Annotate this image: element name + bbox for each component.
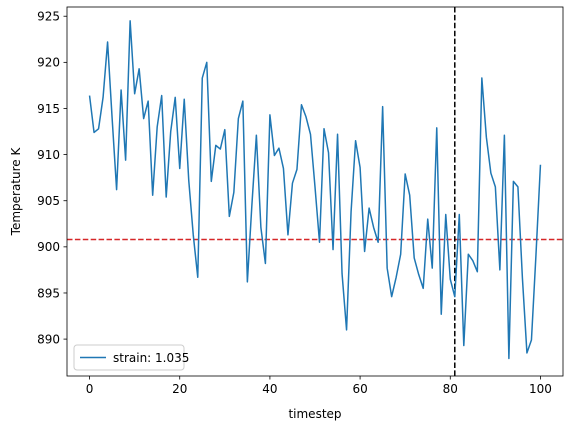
y-tick-label: 890 [37, 332, 60, 346]
y-axis-label: Temperature K [9, 147, 23, 237]
x-tick-label: 20 [172, 382, 187, 396]
x-tick-label: 0 [86, 382, 94, 396]
plot-frame [66, 6, 564, 377]
x-tick-label: 100 [529, 382, 552, 396]
series-line-0 [88, 20, 542, 360]
y-axis-ticks: 890 895 900 905 910 915 920 925 [37, 10, 67, 346]
y-tick-label: 920 [37, 56, 60, 70]
x-axis-ticks: 0 20 40 60 80 100 [86, 376, 552, 396]
y-tick-label: 915 [37, 102, 60, 116]
y-tick-label: 925 [37, 10, 60, 24]
series-layer [88, 20, 542, 360]
legend-frame [73, 344, 185, 371]
y-tick-label: 910 [37, 148, 60, 162]
y-tick-label: 900 [37, 240, 60, 254]
y-tick-label: 895 [37, 286, 60, 300]
x-tick-label: 80 [443, 382, 458, 396]
legend: strain: 1.035 [73, 344, 189, 371]
x-axis-label: timestep [288, 407, 341, 421]
legend-label: strain: 1.035 [113, 351, 189, 365]
x-tick-label: 60 [352, 382, 367, 396]
x-tick-label: 40 [262, 382, 277, 396]
y-tick-label: 905 [37, 194, 60, 208]
reference-lines [67, 7, 563, 376]
